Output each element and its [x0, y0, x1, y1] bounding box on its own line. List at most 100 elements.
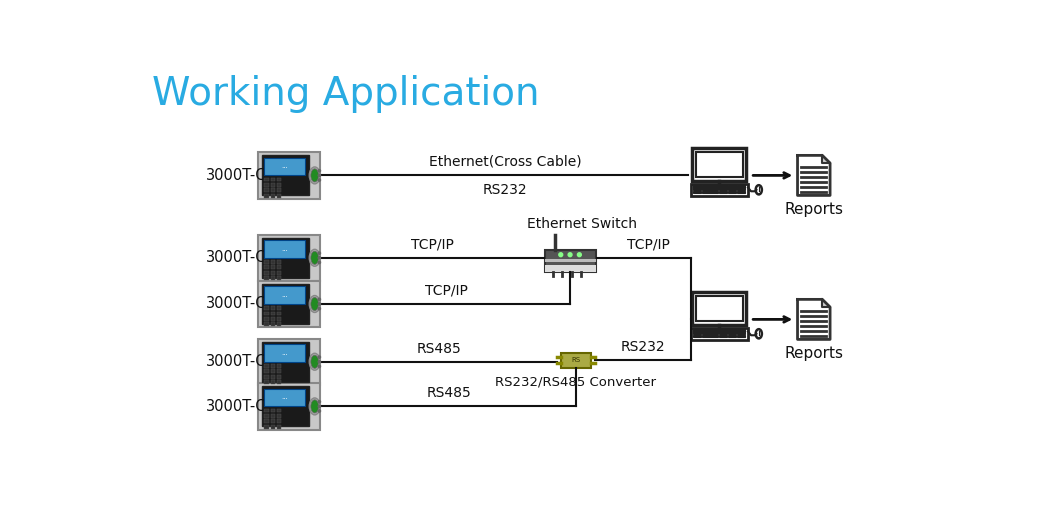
Bar [258, 383, 320, 430]
Circle shape [318, 174, 321, 177]
Bar [701, 185, 710, 187]
Bar [265, 380, 269, 384]
Bar [728, 329, 736, 332]
Bar [728, 191, 736, 194]
Bar [737, 185, 745, 187]
Bar [728, 185, 736, 187]
Polygon shape [797, 300, 830, 339]
Bar [693, 188, 701, 190]
Bar [277, 419, 281, 423]
Bar [271, 425, 275, 429]
Bar [693, 329, 701, 332]
Bar [711, 185, 719, 187]
Bar [271, 419, 275, 423]
Bar [265, 271, 269, 274]
Polygon shape [822, 155, 830, 163]
Bar [265, 194, 269, 198]
Bar [265, 265, 269, 269]
Ellipse shape [311, 169, 319, 182]
Ellipse shape [309, 398, 320, 415]
Bar [271, 311, 275, 315]
Text: ...: ... [281, 394, 288, 400]
Bar [277, 306, 281, 310]
Bar [271, 183, 275, 187]
Text: ...: ... [281, 246, 288, 252]
Bar [265, 158, 304, 175]
Bar [265, 323, 269, 326]
Circle shape [318, 169, 321, 172]
Bar [719, 332, 727, 334]
Bar [701, 188, 710, 190]
Bar [262, 387, 308, 426]
Circle shape [318, 360, 321, 363]
Bar [719, 185, 727, 187]
Bar [258, 234, 320, 281]
Bar [696, 152, 743, 177]
Circle shape [318, 365, 321, 368]
Text: Ethernet Switch: Ethernet Switch [527, 217, 637, 231]
Bar [265, 419, 269, 423]
Circle shape [318, 307, 321, 310]
Bar [277, 311, 281, 315]
Bar [271, 414, 275, 418]
Text: RS: RS [571, 357, 580, 363]
Bar [271, 317, 275, 321]
Bar [719, 329, 727, 332]
Bar [271, 306, 275, 310]
Bar [696, 296, 743, 321]
Bar [692, 292, 746, 325]
Text: 3000T-C: 3000T-C [206, 168, 267, 183]
Text: RS232: RS232 [621, 340, 665, 354]
Bar [693, 185, 701, 187]
Bar [545, 260, 596, 263]
Bar [262, 284, 308, 324]
Bar [271, 260, 275, 264]
Ellipse shape [311, 400, 319, 413]
Bar [271, 364, 275, 368]
Bar [258, 281, 320, 327]
Bar [277, 178, 281, 181]
Text: ...: ... [281, 350, 288, 356]
Text: 3000T-C: 3000T-C [206, 354, 267, 369]
Text: 3000T-C: 3000T-C [206, 250, 267, 265]
Ellipse shape [311, 297, 319, 311]
Text: RS485: RS485 [426, 386, 471, 400]
Bar [262, 238, 308, 278]
Ellipse shape [309, 249, 320, 266]
Polygon shape [797, 155, 830, 196]
Bar [701, 191, 710, 194]
Bar [265, 369, 269, 373]
Bar [693, 335, 701, 337]
Bar [265, 344, 304, 361]
Bar [262, 342, 308, 382]
Circle shape [318, 303, 321, 305]
Bar [265, 306, 269, 310]
Bar [271, 188, 275, 192]
Bar [737, 188, 745, 190]
Circle shape [318, 400, 321, 403]
Circle shape [318, 257, 321, 259]
Bar [277, 409, 281, 412]
Bar [277, 317, 281, 321]
Bar [711, 329, 719, 332]
Bar [265, 409, 269, 412]
Bar [271, 276, 275, 280]
Ellipse shape [309, 353, 320, 370]
Bar [711, 335, 719, 337]
Bar [728, 335, 736, 337]
Bar [265, 260, 269, 264]
Bar [271, 375, 275, 378]
Bar [265, 389, 304, 406]
Ellipse shape [309, 167, 320, 184]
Text: TCP/IP: TCP/IP [425, 284, 468, 298]
Bar [277, 260, 281, 264]
Text: Working Application: Working Application [152, 75, 540, 113]
Bar [711, 188, 719, 190]
Bar [728, 332, 736, 334]
Bar [277, 323, 281, 326]
Ellipse shape [755, 329, 762, 338]
Bar [693, 191, 701, 194]
Bar [711, 332, 719, 334]
Ellipse shape [755, 185, 762, 195]
Bar [562, 352, 591, 368]
